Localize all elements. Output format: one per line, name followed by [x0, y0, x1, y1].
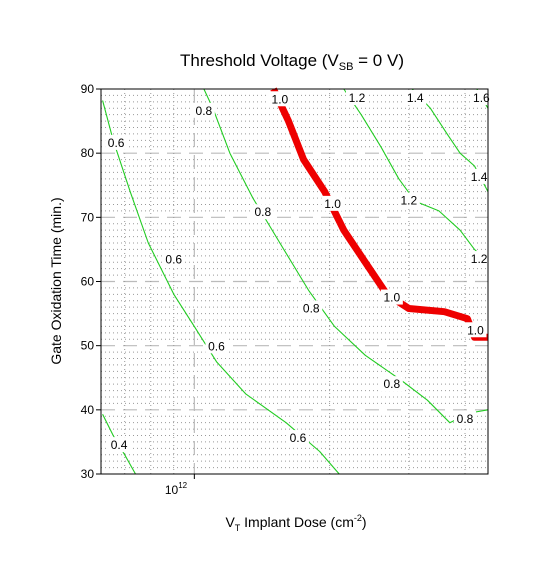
contour-label-bg — [468, 251, 491, 267]
y-tick-label: 80 — [81, 146, 95, 160]
contour-label: 1.0 — [384, 291, 401, 305]
contour-label-bg — [404, 89, 427, 105]
contour-label: 1.2 — [400, 194, 417, 208]
contour-label: 0.6 — [290, 431, 307, 445]
contour-label-bg — [300, 300, 323, 316]
contour-label-bg — [286, 430, 309, 446]
contour-label-bg — [380, 376, 403, 392]
contour-label: 1.2 — [349, 91, 366, 105]
contour-label: 1.4 — [407, 91, 424, 105]
contour-label-bg — [345, 89, 368, 105]
contour-label: 1.4 — [471, 170, 488, 184]
contour-label-bg — [251, 204, 274, 220]
contour-label: 0.6 — [108, 136, 125, 150]
contour-label-bg — [397, 192, 420, 208]
contour-label: 1.6 — [473, 91, 490, 105]
y-tick-label: 60 — [81, 275, 95, 289]
contour-label-bg — [468, 168, 491, 184]
contour-label: 0.8 — [303, 301, 320, 315]
y-tick-label: 50 — [81, 339, 95, 353]
contour-label: 0.8 — [254, 205, 271, 219]
contour-labels: 0.4 0.6 0.6 0.6 0.6 0.8 0.8 0.8 0.8 0.8 1.0 1.0 1.0 1… — [105, 89, 493, 453]
contour-label: 0.4 — [111, 438, 128, 452]
contour-label: 1.2 — [471, 252, 488, 266]
x-axis-title: VT Implant Dose (cm-2) — [225, 513, 366, 533]
contour-label: 0.8 — [196, 104, 213, 118]
contour-label-bg — [454, 410, 477, 426]
contour-label-bg — [380, 289, 403, 305]
contour-label-bg — [268, 91, 291, 107]
contour-label: 0.6 — [208, 339, 225, 353]
contour-lines — [102, 87, 489, 475]
contour-label-bg — [321, 195, 344, 211]
contour-label-bg — [192, 102, 215, 118]
y-axis-title: Gate Oxidation Time (min.) — [48, 197, 64, 364]
y-tick-label: 90 — [81, 82, 95, 96]
y-tick-label: 70 — [81, 210, 95, 224]
contour-label: 0.8 — [384, 377, 401, 391]
y-tick-label: 40 — [81, 403, 95, 417]
contour-label-bg — [108, 437, 131, 453]
contour-label-bg — [464, 322, 487, 338]
contour-label: 0.6 — [165, 253, 182, 267]
contour-label: 0.8 — [457, 412, 474, 426]
y-tick-label: 30 — [81, 467, 95, 481]
chart-title: Threshold Voltage (VSB = 0 V) — [180, 51, 404, 73]
contour-label: 1.0 — [467, 323, 484, 337]
contour-label-bg — [162, 251, 185, 267]
y-axis-ticks: 30 40 50 60 70 80 90 — [81, 82, 195, 481]
contour-label: 1.0 — [324, 197, 341, 211]
contour-label-bg — [105, 134, 128, 150]
contour-label: 1.0 — [272, 92, 289, 106]
grid — [101, 89, 488, 474]
contour-line-0-8 — [203, 88, 489, 424]
contour-label-bg — [205, 338, 228, 354]
contour-line-1-0 — [270, 87, 488, 341]
x-tick-label-1e12: 1012 — [165, 481, 188, 497]
contour-label-bg — [470, 89, 493, 105]
